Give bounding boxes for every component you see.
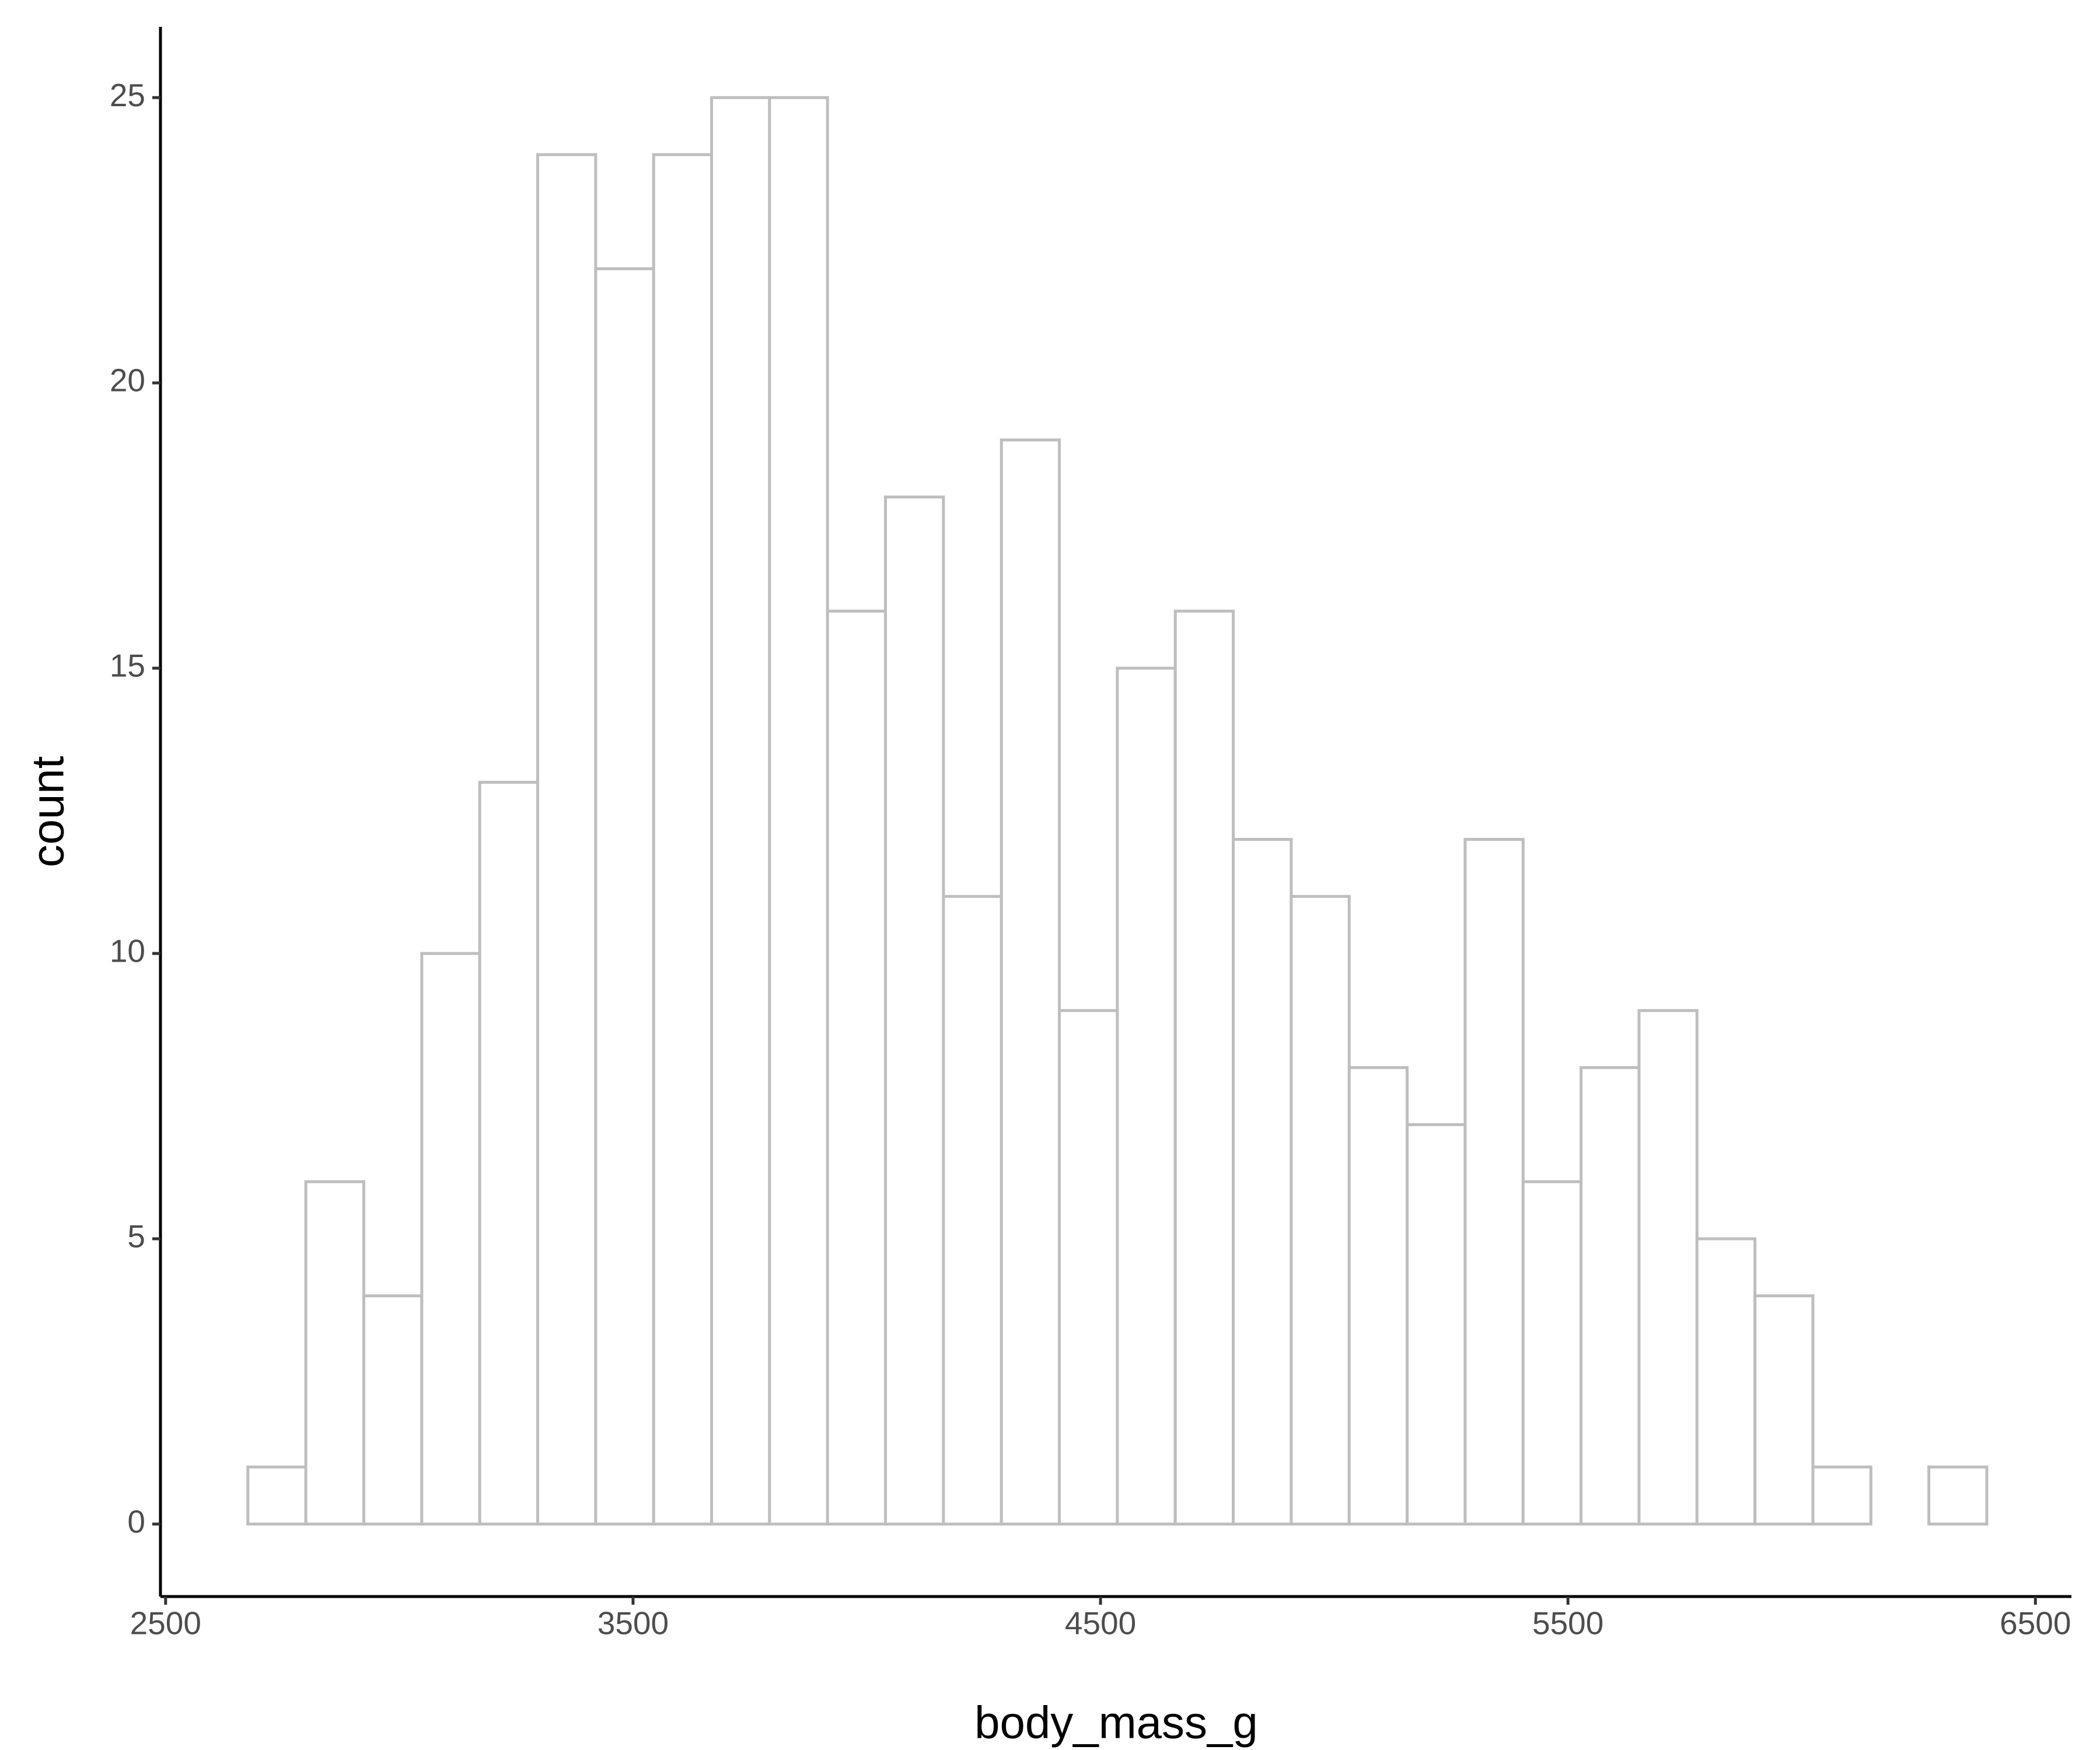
bar	[1347, 1066, 1409, 1526]
bar	[1232, 837, 1293, 1526]
bar	[826, 609, 887, 1526]
x-tick-label: 2500	[130, 1605, 201, 1641]
bar	[420, 952, 481, 1526]
x-tick-label: 4500	[1065, 1605, 1136, 1641]
bar	[1173, 609, 1235, 1526]
bar	[594, 267, 655, 1526]
bar	[1753, 1294, 1815, 1526]
bar	[1927, 1465, 1989, 1526]
y-tick-label: 25	[110, 77, 145, 113]
y-tick-label: 0	[127, 1503, 145, 1539]
bar	[304, 1180, 365, 1526]
bar	[1000, 438, 1061, 1526]
bar	[246, 1465, 308, 1526]
bar	[768, 96, 829, 1526]
bar	[478, 781, 540, 1526]
bar	[942, 895, 1003, 1526]
bar	[884, 495, 945, 1526]
bar	[362, 1294, 424, 1526]
x-axis-title: body_mass_g	[974, 1697, 1258, 1748]
x-tick-label: 3500	[597, 1605, 669, 1641]
y-axis-title: count	[22, 756, 74, 867]
bar	[1406, 1123, 1467, 1526]
bar	[1116, 666, 1177, 1526]
x-tick-label: 5500	[1532, 1605, 1603, 1641]
bar	[1463, 837, 1525, 1526]
bar	[1580, 1066, 1641, 1526]
y-tick-label: 5	[127, 1218, 145, 1254]
bar	[1058, 1009, 1119, 1526]
y-tick-label: 20	[110, 362, 145, 399]
y-tick-label: 15	[110, 648, 145, 684]
bar	[1637, 1009, 1699, 1526]
bar	[1290, 895, 1351, 1526]
y-tick-label: 10	[110, 933, 145, 969]
bar	[710, 96, 771, 1526]
bar	[1695, 1237, 1757, 1526]
bar	[1521, 1180, 1583, 1526]
x-tick-label: 6500	[2000, 1605, 2071, 1641]
bar	[652, 153, 714, 1526]
bar	[536, 153, 597, 1526]
bar	[1811, 1465, 1872, 1526]
